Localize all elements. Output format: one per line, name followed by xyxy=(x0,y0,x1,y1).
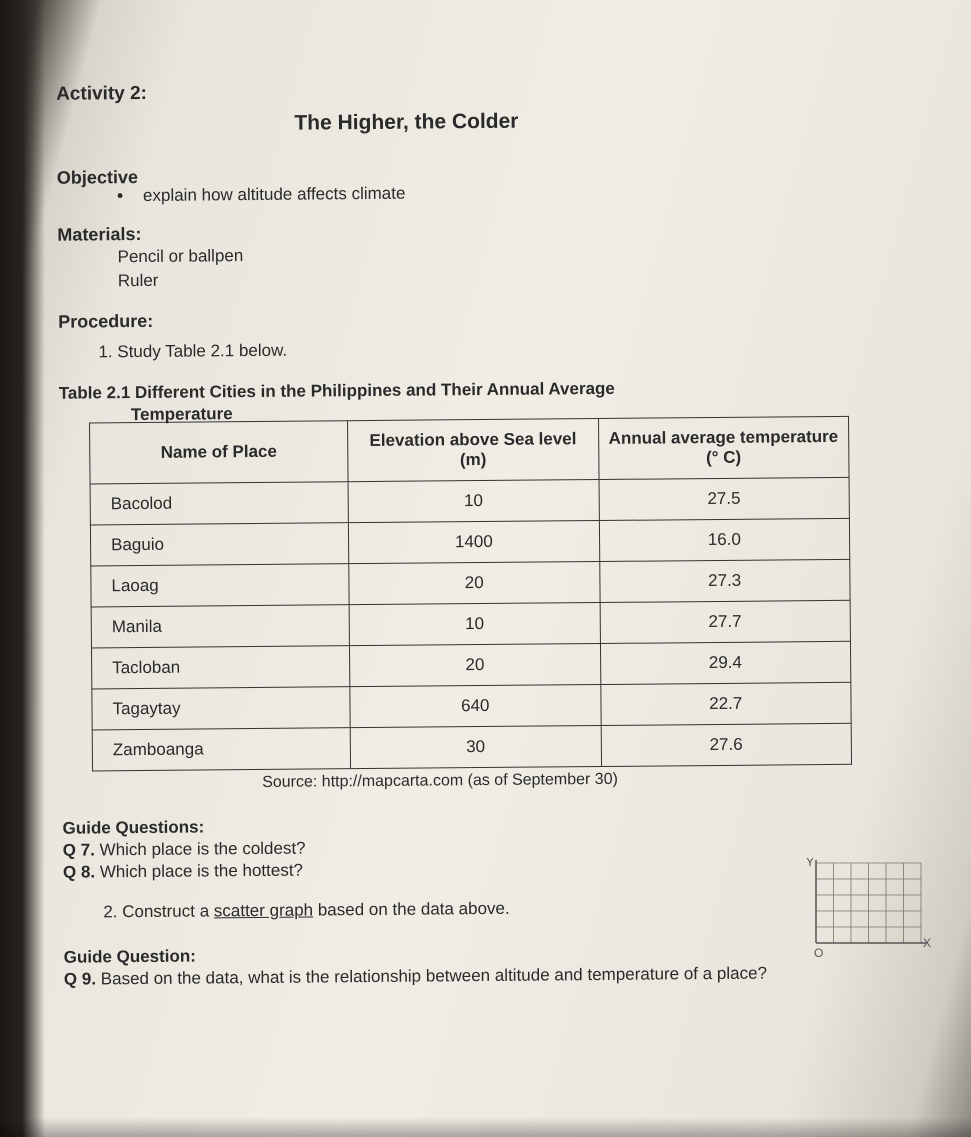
q7-label: Q 7. xyxy=(63,840,95,859)
cell-elevation: 1400 xyxy=(348,520,599,563)
page-title: The Higher, the Colder xyxy=(156,108,656,136)
cities-table: Name of Place Elevation above Sea level … xyxy=(89,416,852,772)
cell-temp: 22.7 xyxy=(600,682,851,725)
table-row: Baguio140016.0 xyxy=(90,518,849,566)
table-row: Tacloban2029.4 xyxy=(91,641,850,689)
cell-elevation: 10 xyxy=(349,602,600,645)
cell-place: Zamboanga xyxy=(92,727,350,770)
table-row: Bacolod1027.5 xyxy=(90,477,849,525)
q9-text: Based on the data, what is the relations… xyxy=(96,963,767,988)
col-elevation: Elevation above Sea level (m) xyxy=(348,418,599,481)
table-row: Zamboanga3027.6 xyxy=(92,723,851,771)
procedure-step-1: 1. Study Table 2.1 below. xyxy=(98,335,908,362)
cell-place: Tacloban xyxy=(91,645,349,688)
q8-text: Which place is the hottest? xyxy=(95,860,303,881)
col-temp: Annual average temperature (° C) xyxy=(598,416,849,479)
hand-sketch-grid: Y X O xyxy=(801,858,931,958)
cell-elevation: 20 xyxy=(349,561,600,604)
cell-place: Baguio xyxy=(90,522,348,565)
cell-place: Manila xyxy=(91,604,349,647)
cell-place: Laoag xyxy=(91,563,349,606)
bottom-shadow xyxy=(0,1117,971,1137)
table-caption-line1: Table 2.1 Different Cities in the Philip… xyxy=(59,378,615,402)
table-row: Manila1027.7 xyxy=(91,600,850,648)
cell-temp: 16.0 xyxy=(599,518,850,561)
cell-temp: 27.6 xyxy=(601,723,852,766)
table-header-row: Name of Place Elevation above Sea level … xyxy=(90,416,850,484)
q9-label: Q 9. xyxy=(64,969,96,988)
q8-label: Q 8. xyxy=(63,862,95,881)
cell-temp: 29.4 xyxy=(600,641,851,684)
svg-text:X: X xyxy=(923,936,931,950)
svg-text:Y: Y xyxy=(806,858,814,869)
cell-elevation: 30 xyxy=(350,725,601,768)
cell-place: Tagaytay xyxy=(92,686,350,729)
table-source: Source: http://mapcarta.com (as of Septe… xyxy=(262,768,912,792)
procedure-step-2: 2. Construct a scatter graph based on th… xyxy=(103,895,913,922)
step2-underline: scatter graph xyxy=(214,900,313,920)
page-binding-shadow xyxy=(0,0,45,1137)
col-place: Name of Place xyxy=(90,420,349,483)
cell-elevation: 10 xyxy=(348,479,599,522)
cell-elevation: 640 xyxy=(350,684,601,727)
cell-temp: 27.5 xyxy=(599,477,850,520)
cell-temp: 27.7 xyxy=(600,600,851,643)
svg-text:O: O xyxy=(814,946,823,958)
step2-post: based on the data above. xyxy=(313,899,510,920)
cell-place: Bacolod xyxy=(90,481,348,524)
procedure-head: Procedure: xyxy=(58,304,908,332)
cell-elevation: 20 xyxy=(350,643,601,686)
cell-temp: 27.3 xyxy=(599,559,850,602)
q7-text: Which place is the coldest? xyxy=(95,838,306,859)
step2-pre: 2. Construct a xyxy=(103,901,214,921)
question-9: Q 9. Based on the data, what is the rela… xyxy=(64,963,824,990)
worksheet-page: Activity 2: The Higher, the Colder Objec… xyxy=(56,76,914,989)
materials-list: Pencil or ballpen Ruler xyxy=(117,238,907,292)
table-row: Laoag2027.3 xyxy=(91,559,850,607)
activity-label: Activity 2: xyxy=(56,76,906,105)
table-row: Tagaytay64022.7 xyxy=(92,682,851,730)
